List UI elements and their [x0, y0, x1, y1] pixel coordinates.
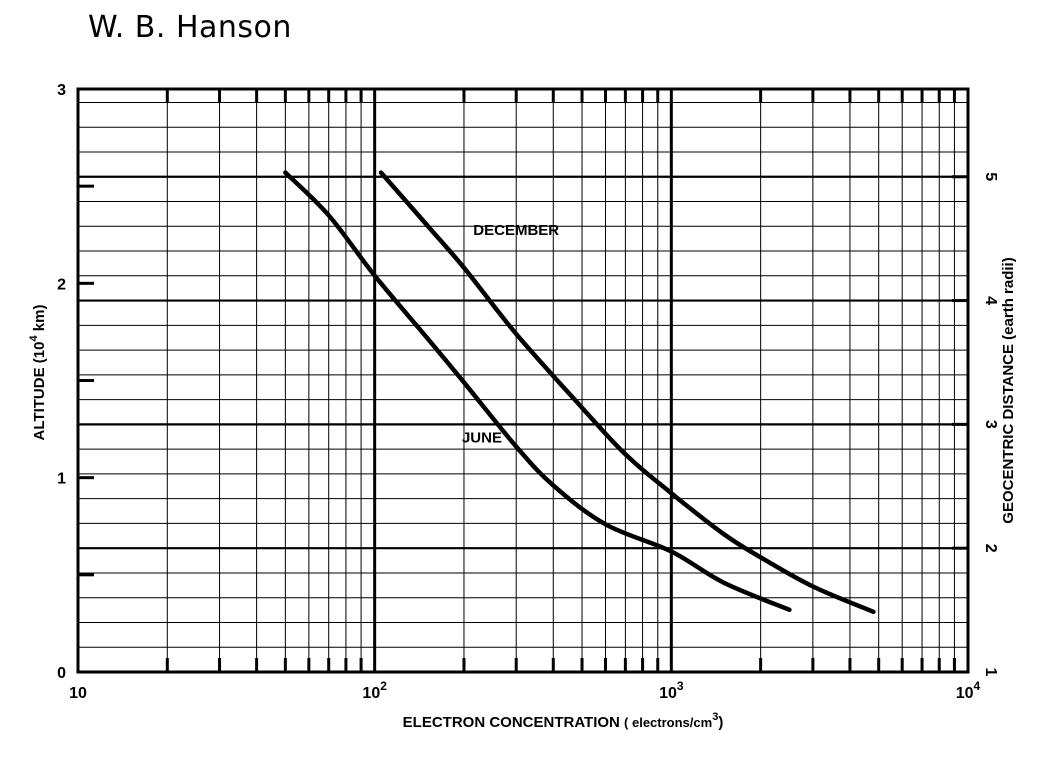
- series-curves: [283, 170, 876, 615]
- chart-labels: DECEMBER JUNE 10 102 103 104 0 1 2 3 1 2 3 4 5 ELECTRON…: [28, 82, 1017, 731]
- y2-tick-label: 5: [982, 172, 999, 181]
- y2-tick-label: 4: [982, 296, 999, 305]
- y-axis-title: ALTITUDE (104 km): [28, 305, 48, 441]
- series-label-december: DECEMBER: [473, 222, 559, 239]
- series-label-june: JUNE: [462, 430, 502, 447]
- y2-tick-label: 3: [982, 420, 999, 429]
- x-axis-title: ELECTRON CONCENTRATION ( electrons/cm3): [403, 711, 724, 731]
- series-line-june: [283, 170, 792, 613]
- x-tick-label: 104: [956, 679, 981, 702]
- y-tick-label: 0: [57, 665, 66, 682]
- y2-axis-title: GEOCENTRIC DISTANCE (earth radii): [1000, 257, 1017, 523]
- series-line-december: [378, 170, 876, 615]
- y-tick-label: 3: [57, 82, 66, 99]
- y2-tick-label: 2: [982, 544, 999, 553]
- grid-lines: [78, 89, 968, 672]
- x-tick-label: 10: [69, 685, 87, 702]
- tick-marks: [78, 89, 968, 674]
- author-name: W. B. Hanson: [88, 10, 292, 45]
- plot-frame: [76, 87, 970, 674]
- y2-tick-label: 1: [982, 668, 999, 677]
- y-tick-label: 2: [57, 276, 66, 293]
- x-tick-label: 102: [362, 679, 387, 702]
- x-tick-label: 103: [659, 679, 684, 702]
- y-tick-label: 1: [57, 471, 66, 488]
